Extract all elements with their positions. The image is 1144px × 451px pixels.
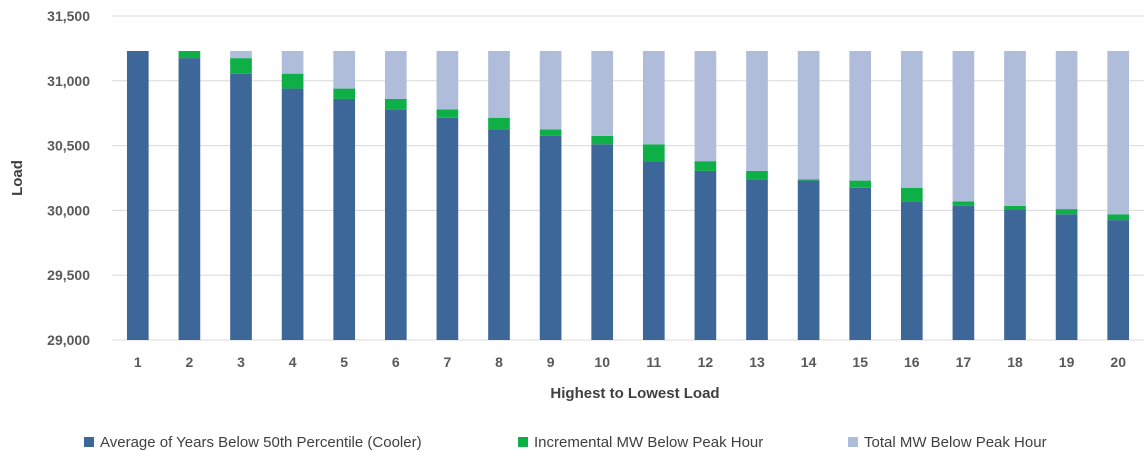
legend-swatch	[518, 437, 528, 447]
bar-segment	[281, 88, 304, 341]
bar-segment	[436, 50, 459, 110]
x-tick-label: 14	[801, 354, 817, 370]
bar-segment	[126, 50, 149, 340]
bar-segment	[384, 50, 407, 99]
bar-segment	[1055, 214, 1078, 340]
bar-segment	[333, 50, 356, 89]
x-tick-label: 12	[698, 354, 714, 370]
x-axis-title: Highest to Lowest Load	[550, 385, 719, 402]
bar-segment	[900, 187, 923, 202]
bar-segment	[642, 144, 665, 162]
bar-segment	[849, 187, 872, 340]
bar-segment	[230, 73, 252, 340]
y-tick-label: 30,000	[47, 202, 90, 218]
bar-segment	[797, 50, 820, 180]
bar-segment	[230, 50, 252, 59]
bar-segment	[488, 50, 510, 118]
bar-segment	[178, 58, 201, 341]
bar-segment	[952, 50, 975, 202]
legend-label: Average of Years Below 50th Percentile (…	[100, 434, 422, 451]
x-tick-label: 1	[134, 354, 142, 370]
x-axis-ticks: 1 2 3 4 5 6 7 8 9 10 11 12 13 14 15 16 17 18 19 20	[134, 354, 1126, 370]
x-tick-label: 2	[186, 354, 194, 370]
bar-segment	[642, 161, 665, 340]
bar-segment	[281, 73, 304, 89]
y-tick-label: 30,500	[47, 138, 90, 154]
bar-segment	[952, 205, 975, 340]
x-tick-label: 19	[1059, 354, 1075, 370]
x-tick-label: 6	[392, 354, 400, 370]
x-tick-label: 11	[646, 354, 661, 370]
x-tick-label: 5	[340, 354, 348, 370]
bar-segment	[591, 135, 614, 145]
bar-segment	[1004, 50, 1026, 206]
bar-segment	[746, 170, 768, 180]
bar-segment	[333, 88, 356, 99]
bar-segment	[1004, 209, 1026, 340]
bar-segment	[694, 161, 717, 171]
x-tick-label: 8	[495, 354, 503, 370]
y-tick-label: 31,500	[47, 8, 90, 24]
bar-segment	[591, 144, 614, 340]
legend: Average of Years Below 50th Percentile (…	[84, 434, 1047, 451]
bar-segment	[333, 98, 356, 340]
bar-segment	[1004, 205, 1026, 210]
bar-segment	[849, 180, 872, 188]
bar-segment	[849, 50, 872, 181]
bar-segment	[436, 117, 459, 341]
legend-label: Total MW Below Peak Hour	[864, 434, 1047, 451]
legend-swatch	[848, 437, 858, 447]
bar-segment	[797, 180, 820, 340]
y-tick-label: 31,000	[47, 73, 90, 89]
bar-segment	[900, 201, 923, 340]
bar-segment	[900, 50, 923, 188]
y-tick-label: 29,000	[47, 332, 90, 348]
bar-segment	[281, 50, 304, 74]
x-tick-label: 4	[289, 354, 297, 370]
bar-segment	[1055, 50, 1078, 210]
bar-segment	[694, 50, 717, 162]
bar-segment	[591, 50, 614, 136]
bar-segment	[1107, 50, 1130, 215]
bar-segment	[694, 170, 717, 340]
x-tick-label: 20	[1110, 354, 1126, 370]
y-tick-label: 29,500	[47, 267, 90, 283]
x-tick-label: 18	[1007, 354, 1023, 370]
bar-segment	[746, 50, 768, 171]
bar-segment	[1107, 220, 1130, 340]
bar-segment	[746, 179, 768, 340]
bar-segment	[797, 179, 820, 181]
x-tick-label: 15	[852, 354, 868, 370]
bar-segment	[488, 117, 510, 130]
bar-segment	[1055, 209, 1078, 215]
bar-segment	[539, 135, 562, 340]
legend-swatch	[84, 437, 94, 447]
bar-segment	[539, 50, 562, 130]
bar-segment	[384, 109, 407, 340]
bar-segment	[952, 201, 975, 206]
x-tick-label: 10	[594, 354, 610, 370]
x-tick-label: 17	[956, 354, 972, 370]
bar-segment	[384, 98, 407, 110]
bar-segment	[436, 109, 459, 118]
bar-segment	[178, 50, 201, 59]
bar-segment	[230, 58, 252, 74]
x-tick-label: 3	[237, 354, 245, 370]
bar-segment	[539, 129, 562, 136]
x-tick-label: 13	[749, 354, 765, 370]
gridlines	[112, 15, 1144, 341]
bar-segment	[488, 129, 510, 340]
legend-label: Incremental MW Below Peak Hour	[534, 434, 763, 451]
bar-segment	[642, 50, 665, 145]
x-tick-label: 7	[444, 354, 452, 370]
y-axis-ticks: 29,000 29,500 30,000 30,500 31,000 31,500	[47, 8, 90, 348]
bar-segment	[1107, 214, 1130, 221]
bars	[126, 50, 1130, 341]
y-axis-title: Load	[9, 160, 26, 196]
x-tick-label: 9	[547, 354, 555, 370]
x-tick-label: 16	[904, 354, 920, 370]
